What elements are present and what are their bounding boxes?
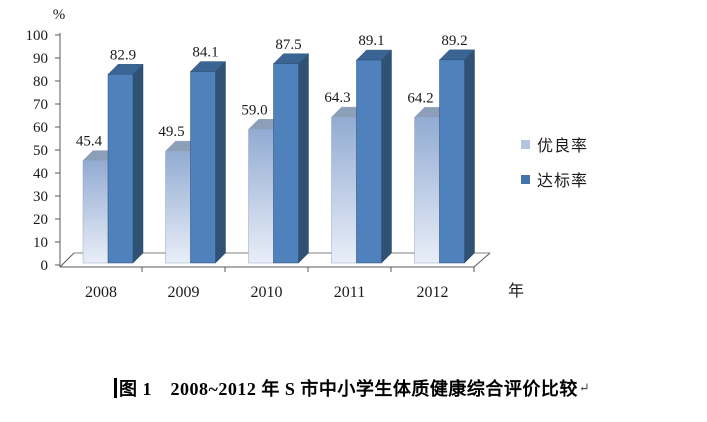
value-label-pass-rate-2010: 87.5 (275, 37, 301, 53)
bar-pass-rate-2012 (438, 49, 476, 264)
legend-item-excellent-rate: 优良率 (521, 132, 588, 156)
legend-label-pass-rate: 达标率 (537, 173, 589, 190)
paragraph-return-mark: ↵ (578, 380, 590, 395)
value-label-excellent-rate-2011: 64.3 (324, 90, 350, 106)
chart-legend: 优良率 达标率 (521, 132, 588, 202)
x-axis (59, 252, 491, 268)
bar-pass-rate-2011-front-face (356, 59, 382, 264)
x-axis-unit-label: 年 (508, 282, 524, 300)
value-label-excellent-rate-2008: 45.4 (76, 134, 103, 150)
value-label-pass-rate-2009: 84.1 (192, 45, 218, 61)
bar-pass-rate-2012-side-face (464, 49, 475, 264)
bar-pass-rate-2008-side-face (132, 63, 144, 264)
bar-excellent-rate-2009-front-face (165, 150, 191, 264)
x-category-label-2012: 2012 (417, 284, 449, 301)
legend-swatch-excellent-rate (521, 139, 530, 149)
bar-pass-rate-2008-front-face (107, 74, 134, 264)
value-label-pass-rate-2008: 82.9 (110, 47, 136, 63)
legend-item-pass-rate: 达标率 (521, 167, 588, 191)
legend-swatch-pass-rate (521, 174, 530, 184)
y-tick-label-60: 60 (33, 120, 48, 136)
bar-excellent-rate-2012-front-face (414, 117, 440, 264)
y-tick-label-20: 20 (33, 212, 48, 228)
bar-pass-rate-2012-front-face (439, 59, 465, 264)
y-tick-label-40: 40 (33, 166, 48, 182)
y-tick-label-70: 70 (33, 97, 48, 113)
y-tick-label-90: 90 (33, 51, 48, 67)
y-tick-label-80: 80 (33, 74, 48, 90)
bar-pass-rate-2011 (355, 49, 393, 264)
value-label-pass-rate-2011: 89.1 (358, 33, 384, 49)
bar-pass-rate-2010-front-face (273, 63, 299, 264)
y-tick-label-0: 0 (41, 258, 49, 274)
y-tick-label-10: 10 (33, 235, 48, 251)
x-category-label-2009: 2009 (168, 284, 200, 301)
bar-excellent-rate-2010-front-face (248, 129, 274, 264)
bar-pass-rate-2008 (107, 63, 144, 264)
y-tick-label-50: 50 (33, 143, 48, 159)
figure-caption-text: 图 1 2008~2012 年 S 市中小学生体质健康综合评价比较 (119, 379, 578, 399)
bar-pass-rate-2010 (272, 53, 310, 264)
bar-pass-rate-2011-side-face (381, 49, 392, 264)
bar-pass-rate-2010-side-face (298, 53, 309, 264)
value-label-pass-rate-2012: 89.2 (441, 33, 467, 49)
value-label-excellent-rate-2009: 49.5 (158, 124, 184, 140)
bar-chart-svg: 45.4 82.9 49.5 84.1 59.0 87.5 64.3 89.1 64.2 89.2… (26, 7, 525, 301)
legend-label-excellent-rate: 优良率 (537, 138, 589, 155)
value-label-excellent-rate-2012: 64.2 (407, 90, 433, 106)
x-category-label-2011: 2011 (334, 284, 365, 301)
bar-pass-rate-2009-side-face (215, 60, 226, 264)
y-tick-label-30: 30 (33, 189, 48, 205)
bar-pass-rate-2009-front-face (190, 71, 216, 264)
x-category-label-2010: 2010 (251, 284, 283, 301)
text-cursor (114, 378, 117, 398)
bar-excellent-rate-2011-front-face (331, 116, 357, 264)
bar-pass-rate-2009 (189, 60, 227, 264)
y-tick-label-100: 100 (26, 28, 49, 44)
value-label-excellent-rate-2010: 59.0 (241, 102, 267, 118)
figure-caption: 图 1 2008~2012 年 S 市中小学生体质健康综合评价比较 ↵ (114, 375, 590, 401)
bar-excellent-rate-2008-front-face (82, 160, 109, 264)
x-category-label-2008: 2008 (85, 284, 117, 301)
y-axis-unit-label: % (53, 7, 66, 23)
